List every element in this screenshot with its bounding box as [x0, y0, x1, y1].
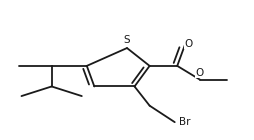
Text: O: O [196, 67, 204, 78]
Text: Br: Br [179, 117, 191, 127]
Text: O: O [184, 39, 193, 49]
Text: S: S [124, 35, 130, 45]
